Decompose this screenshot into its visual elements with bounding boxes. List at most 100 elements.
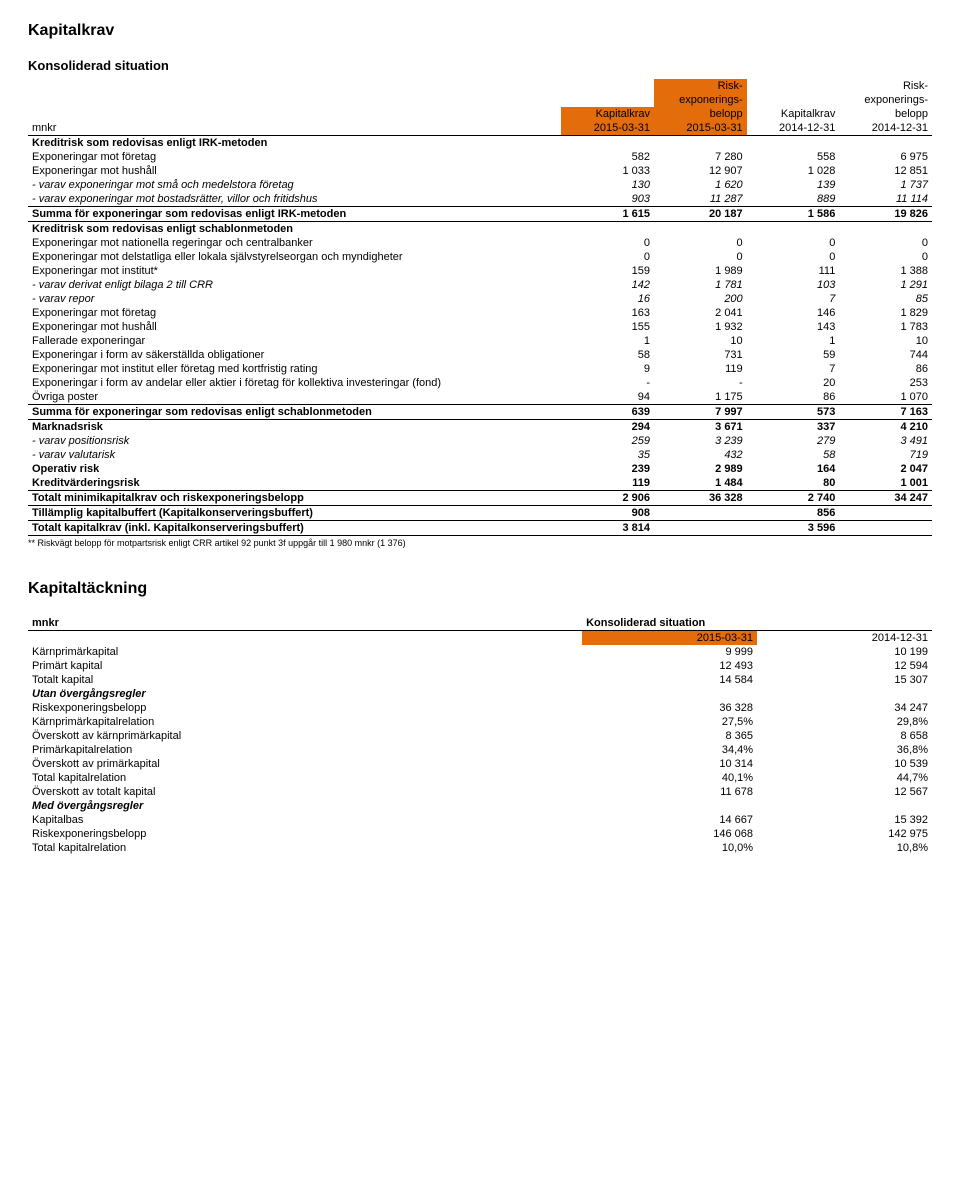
kapitalkrav-table: Risk- Risk- exponerings- exponerings- Ka…	[28, 79, 932, 536]
row-value: 163	[561, 306, 654, 320]
row-value	[582, 687, 757, 701]
row-value: 337	[747, 420, 840, 435]
row-value: 10,8%	[757, 841, 932, 855]
hdr-kap: Kapitalkrav	[747, 107, 840, 121]
row-label: Fallerade exponeringar	[28, 334, 561, 348]
row-label: Marknadsrisk	[28, 420, 561, 435]
hdr-kap: Kapitalkrav	[561, 107, 654, 121]
row-label: Kapitalbas	[28, 813, 582, 827]
row-value: 130	[561, 178, 654, 192]
row-label: - varav exponeringar mot bostadsrätter, …	[28, 192, 561, 207]
row-value: 1 989	[654, 264, 747, 278]
row-value: 35	[561, 448, 654, 462]
row-value: 44,7%	[757, 771, 932, 785]
row-value: 85	[839, 292, 932, 306]
row-value: 139	[747, 178, 840, 192]
row-value: 7 997	[654, 405, 747, 420]
row-value: 20	[747, 376, 840, 390]
row-value	[747, 136, 840, 151]
hdr-risk: Risk-	[654, 79, 747, 93]
row-value: 558	[747, 150, 840, 164]
row-value	[654, 506, 747, 521]
row-value: 903	[561, 192, 654, 207]
row-value: 1 932	[654, 320, 747, 334]
hdr-date: 2015-03-31	[561, 121, 654, 136]
row-value: -	[654, 376, 747, 390]
row-value: 86	[839, 362, 932, 376]
row-value: 744	[839, 348, 932, 362]
row-label: Tillämplig kapitalbuffert (Kapitalkonser…	[28, 506, 561, 521]
hdr-date: 2014-12-31	[757, 631, 932, 646]
row-value: 0	[654, 250, 747, 264]
row-value: 19 826	[839, 207, 932, 222]
row-value: 29,8%	[757, 715, 932, 729]
row-value: 719	[839, 448, 932, 462]
row-value: 15 392	[757, 813, 932, 827]
row-value: 11 287	[654, 192, 747, 207]
row-value: 253	[839, 376, 932, 390]
row-label: Överskott av totalt kapital	[28, 785, 582, 799]
row-value: 200	[654, 292, 747, 306]
row-value: 1 781	[654, 278, 747, 292]
row-label: Övriga poster	[28, 390, 561, 405]
row-value: 9 999	[582, 645, 757, 659]
hdr-exp: exponerings-	[654, 93, 747, 107]
row-label: Exponeringar mot företag	[28, 150, 561, 164]
row-value	[654, 136, 747, 151]
row-label: Exponeringar i form av andelar eller akt…	[28, 376, 561, 390]
row-value	[757, 687, 932, 701]
row-label: Med övergångsregler	[28, 799, 582, 813]
row-value: 1 001	[839, 476, 932, 491]
row-label: Exponeringar mot företag	[28, 306, 561, 320]
row-value: 58	[747, 448, 840, 462]
hdr-risk: Risk-	[839, 79, 932, 93]
row-label: Totalt minimikapitalkrav och riskexponer…	[28, 491, 561, 506]
row-value: 0	[654, 236, 747, 250]
row-label: Operativ risk	[28, 462, 561, 476]
row-value: 119	[561, 476, 654, 491]
row-value: 4 210	[839, 420, 932, 435]
row-label: - varav positionsrisk	[28, 434, 561, 448]
row-value: 36,8%	[757, 743, 932, 757]
row-value: 1 291	[839, 278, 932, 292]
row-label: Summa för exponeringar som redovisas enl…	[28, 207, 561, 222]
row-value: 0	[747, 236, 840, 250]
row-value: 103	[747, 278, 840, 292]
row-label: Kärnprimärkapital	[28, 645, 582, 659]
row-value: 10	[654, 334, 747, 348]
row-value: 3 596	[747, 521, 840, 536]
row-label: Exponeringar i form av säkerställda obli…	[28, 348, 561, 362]
hdr-belopp: belopp	[839, 107, 932, 121]
page-title: Kapitalkrav	[28, 22, 932, 40]
row-value: 2 041	[654, 306, 747, 320]
row-value: 58	[561, 348, 654, 362]
row-value: 0	[839, 236, 932, 250]
row-value: 1 620	[654, 178, 747, 192]
row-value: 7	[747, 362, 840, 376]
row-value: 59	[747, 348, 840, 362]
row-value: 12 493	[582, 659, 757, 673]
row-value: 294	[561, 420, 654, 435]
row-value: 146	[747, 306, 840, 320]
row-label: Kreditrisk som redovisas enligt IRK-meto…	[28, 136, 561, 151]
row-label: Totalt kapital	[28, 673, 582, 687]
row-value: 239	[561, 462, 654, 476]
row-value: 86	[747, 390, 840, 405]
row-label: Exponeringar mot nationella regeringar o…	[28, 236, 561, 250]
row-value: 119	[654, 362, 747, 376]
row-value: 12 851	[839, 164, 932, 178]
row-value: 164	[747, 462, 840, 476]
row-value: 20 187	[654, 207, 747, 222]
row-value	[747, 222, 840, 237]
row-value: 432	[654, 448, 747, 462]
row-value: 155	[561, 320, 654, 334]
row-value: 2 047	[839, 462, 932, 476]
row-value: 159	[561, 264, 654, 278]
row-value	[839, 222, 932, 237]
row-label: Exponeringar mot delstatliga eller lokal…	[28, 250, 561, 264]
row-value: 14 584	[582, 673, 757, 687]
hdr-date: 2015-03-31	[654, 121, 747, 136]
row-value: 10,0%	[582, 841, 757, 855]
row-value: 7 280	[654, 150, 747, 164]
row-value: 1 737	[839, 178, 932, 192]
